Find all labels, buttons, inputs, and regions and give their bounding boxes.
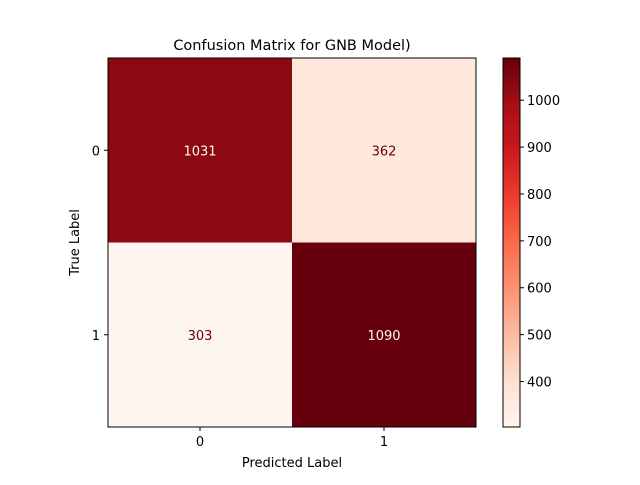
colorbar-ticks: 400 500 600 700 800 900 1000	[520, 94, 560, 391]
cell-value-label: 1090	[367, 329, 400, 344]
plot-frame	[107, 57, 477, 428]
colorbar-tick-label: 500	[527, 329, 552, 344]
x-axis-label: Predicted Label	[242, 456, 342, 471]
colorbar-tick-label: 600	[527, 282, 552, 297]
colorbar-tick-label: 1000	[527, 94, 560, 109]
chart-title: Confusion Matrix for GNB Model)	[173, 38, 410, 54]
heatmap-cell	[292, 58, 476, 243]
y-tick-label: 0	[92, 144, 100, 159]
heatmap-cell	[108, 58, 292, 243]
x-tick-label: 1	[380, 435, 388, 450]
colorbar-tick-label: 400	[527, 376, 552, 391]
axis-ticks: 0 1 0 1	[92, 144, 388, 450]
colorbar-tick-label: 900	[527, 141, 552, 156]
cell-value-label: 1031	[183, 144, 216, 159]
cell-value-label: 362	[372, 144, 397, 159]
colorbar-tick-label: 800	[527, 188, 552, 203]
y-tick-label: 1	[92, 329, 100, 344]
heatmap-cell	[108, 242, 292, 427]
x-tick-label: 0	[196, 435, 204, 450]
colorbar	[502, 57, 521, 428]
cell-value-label: 303	[188, 329, 213, 344]
heatmap-cell	[292, 242, 476, 427]
heatmap-cells: 1031 362 303 1090	[108, 58, 476, 427]
y-axis-label: True Label	[68, 209, 83, 277]
colorbar-tick-label: 700	[527, 235, 552, 250]
